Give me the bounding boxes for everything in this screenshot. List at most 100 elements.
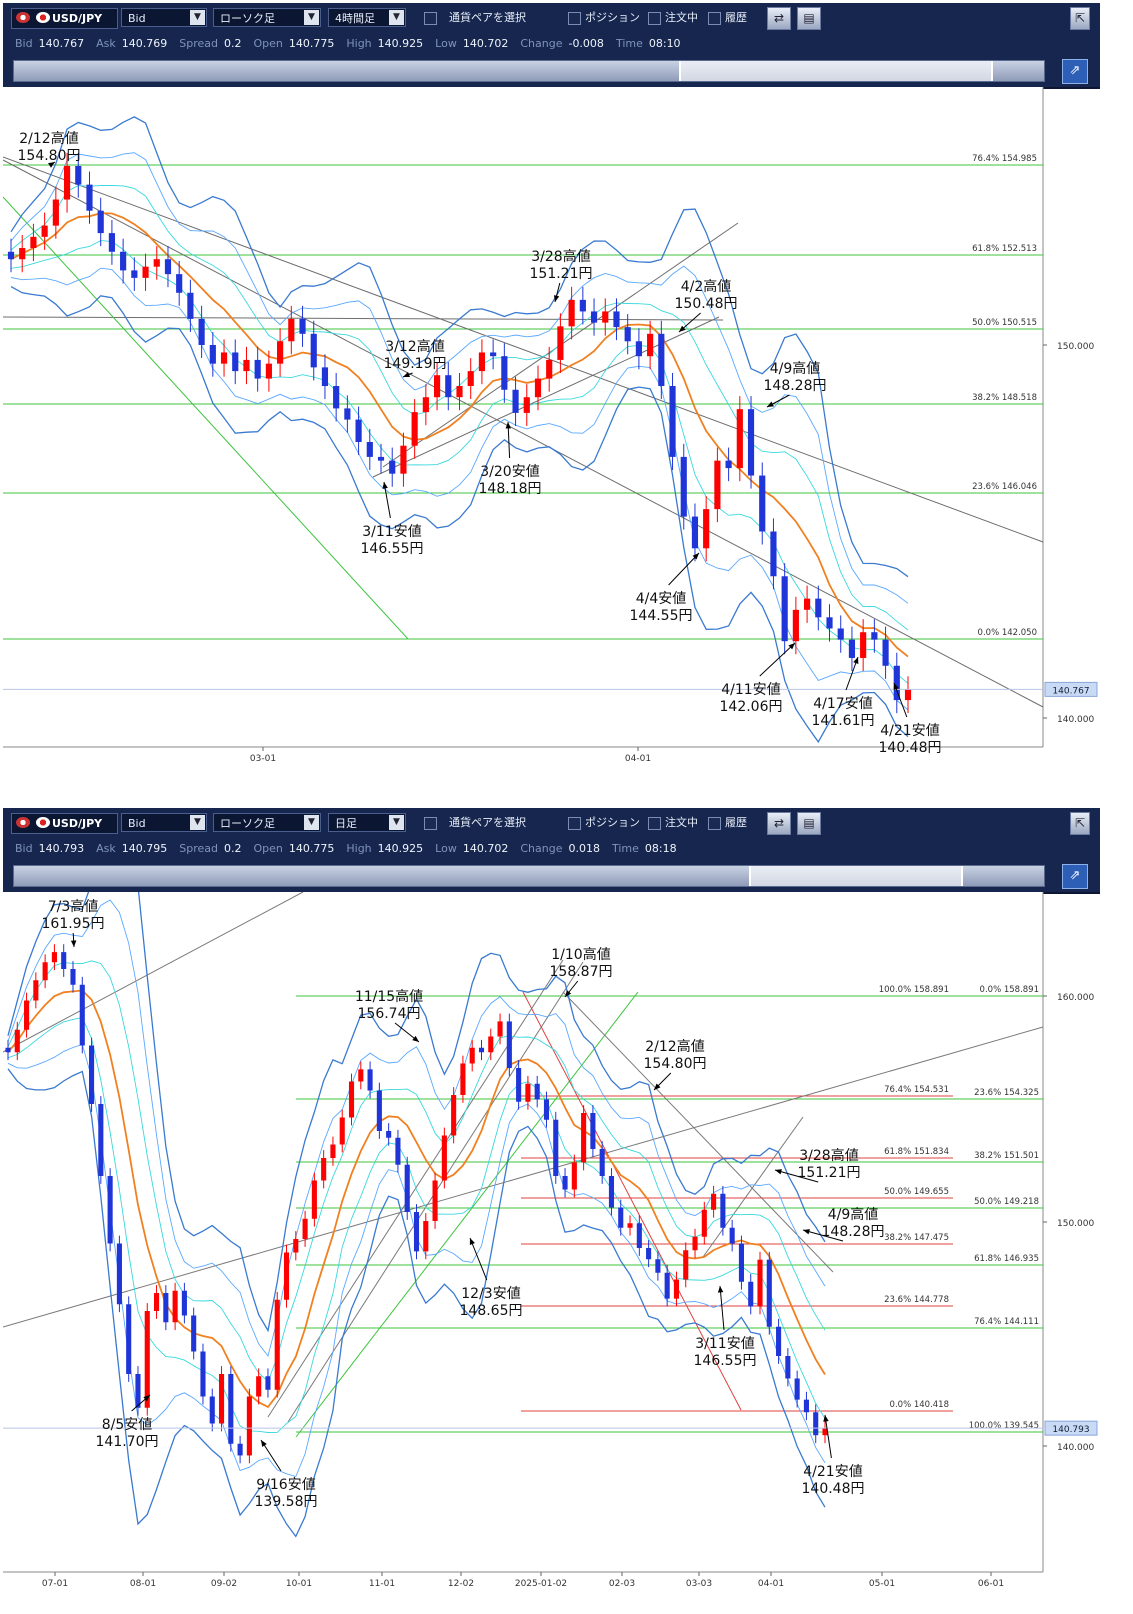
side-select[interactable]: Bid ▼ xyxy=(121,8,207,27)
annotation-line2: 161.95円 xyxy=(42,916,105,932)
candle-body xyxy=(377,456,385,461)
candle-body xyxy=(602,311,609,323)
annotation-line2: 146.55円 xyxy=(361,541,424,557)
collapse-icon[interactable]: ⇱ xyxy=(1070,812,1090,835)
low-value: 140.702 xyxy=(462,37,509,50)
candle-body xyxy=(433,375,441,398)
candle-body xyxy=(42,962,48,981)
orders-checkbox[interactable] xyxy=(648,817,661,830)
candle-body xyxy=(516,1068,522,1102)
candle-body xyxy=(321,1158,327,1181)
expand-icon[interactable]: ⇗ xyxy=(1062,59,1088,84)
spread-value: 0.2 xyxy=(223,37,242,50)
currency-pair-select[interactable]: USD/JPY xyxy=(11,813,118,834)
fib-label: 61.8% 152.513 xyxy=(972,244,1037,254)
timeframe-select[interactable]: 日足 ▼ xyxy=(328,813,406,832)
candle-body xyxy=(738,1243,744,1282)
annotation-arrow xyxy=(774,1169,819,1183)
candle-body xyxy=(646,1248,652,1260)
chart-settings-icon[interactable]: ⇄ xyxy=(767,812,791,835)
x-tick-label: 12-02 xyxy=(448,1579,474,1589)
annotation-line1: 1/10高値 xyxy=(551,946,610,963)
chart-window-daily: USD/JPY Bid ▼ ローソク足 ▼ 日足 ▼ 通貨ペアを選択 ポジション 注文… xyxy=(3,808,1100,1608)
candle-body xyxy=(299,318,306,334)
candle-body xyxy=(692,1236,698,1251)
bid-value: 140.793 xyxy=(38,842,85,855)
history-checkbox[interactable] xyxy=(708,12,721,25)
arrow-head xyxy=(717,1286,724,1293)
navigator-handle[interactable] xyxy=(749,866,963,886)
annotation-line2: 148.65円 xyxy=(460,1303,523,1319)
candle-body xyxy=(187,292,194,319)
navigator: ⇗ xyxy=(3,860,1100,894)
pair-label: USD/JPY xyxy=(52,817,103,830)
candle-body xyxy=(163,1293,169,1323)
open-label: Open xyxy=(253,842,283,855)
current-price-label: 140.767 xyxy=(1052,686,1089,696)
fib-label: 0.0% 140.418 xyxy=(890,1400,949,1410)
candle-body xyxy=(142,266,149,278)
candle-body xyxy=(747,409,755,476)
arrow-head xyxy=(143,1395,150,1402)
candle-body xyxy=(283,1252,290,1300)
candle-body xyxy=(770,531,777,577)
annotation-line2: 140.48円 xyxy=(802,1481,865,1497)
fib-label: 23.6% 144.778 xyxy=(884,1295,949,1305)
navigator-scrollbar[interactable] xyxy=(13,865,1045,887)
chart-type-select[interactable]: ローソク足 ▼ xyxy=(213,813,321,832)
high-value: 140.925 xyxy=(377,37,424,50)
window-icon[interactable]: ▤ xyxy=(797,812,821,835)
arrow-head xyxy=(853,657,859,664)
timeframe-select[interactable]: 4時間足 ▼ xyxy=(328,8,406,27)
window-icon[interactable]: ▤ xyxy=(797,7,821,30)
candle-body xyxy=(488,1036,494,1053)
annotation-arrow xyxy=(719,1285,725,1331)
chevron-down-icon: ▼ xyxy=(389,10,404,25)
history-checkbox[interactable] xyxy=(708,817,721,830)
candle-body xyxy=(302,1218,308,1239)
candle-body xyxy=(781,576,788,642)
fib-label: 50.0% 150.515 xyxy=(972,318,1037,328)
fib-label: 38.2% 147.475 xyxy=(884,1233,949,1243)
x-tick-label: 11-01 xyxy=(369,1579,395,1589)
orders-checkbox[interactable] xyxy=(648,12,661,25)
orders-label: 注文中 xyxy=(665,11,698,24)
candle-body xyxy=(467,371,474,387)
arrow-head xyxy=(565,990,572,997)
candle-body xyxy=(423,1221,429,1252)
candle-body xyxy=(571,1162,577,1190)
currency-pair-select[interactable]: USD/JPY xyxy=(11,8,118,29)
navigator-scrollbar[interactable] xyxy=(13,60,1045,82)
candle-body xyxy=(209,1396,215,1424)
expand-icon[interactable]: ⇗ xyxy=(1062,864,1088,889)
time-value: 08:10 xyxy=(648,37,681,50)
position-checkbox[interactable] xyxy=(568,817,581,830)
candle-body xyxy=(19,248,26,260)
select-pair-checkbox[interactable] xyxy=(424,817,437,830)
low-label: Low xyxy=(435,842,457,855)
annotation-arrow xyxy=(824,1414,832,1459)
candle-body xyxy=(608,1176,615,1208)
candle-body xyxy=(506,1021,512,1068)
fib-label: 0.0% 142.050 xyxy=(978,628,1037,638)
chart-type-select[interactable]: ローソク足 ▼ xyxy=(213,8,321,27)
side-select[interactable]: Bid ▼ xyxy=(121,813,207,832)
candle-body xyxy=(256,1376,262,1397)
select-pair-checkbox[interactable] xyxy=(424,12,437,25)
chart-settings-icon[interactable]: ⇄ xyxy=(767,7,791,30)
candle-body xyxy=(766,1259,772,1327)
y-tick-label: 150.000 xyxy=(1057,342,1094,352)
collapse-icon[interactable]: ⇱ xyxy=(1070,7,1090,30)
candle-body xyxy=(432,1180,438,1221)
position-checkbox[interactable] xyxy=(568,12,581,25)
x-tick-label: 05-01 xyxy=(869,1579,895,1589)
candle-body xyxy=(7,251,15,260)
quote-row: Bid 140.767 Ask 140.769 Spread 0.2 Open 140.775… xyxy=(3,33,1100,55)
annotation-line1: 12/3安値 xyxy=(461,1286,520,1302)
fib-label: 0.0% 158.891 xyxy=(980,985,1039,995)
candle-body xyxy=(590,1113,596,1149)
x-tick-label: 08-01 xyxy=(130,1579,156,1589)
candle-body xyxy=(523,397,530,413)
navigator-handle[interactable] xyxy=(679,61,993,81)
trend-line xyxy=(522,991,742,1411)
